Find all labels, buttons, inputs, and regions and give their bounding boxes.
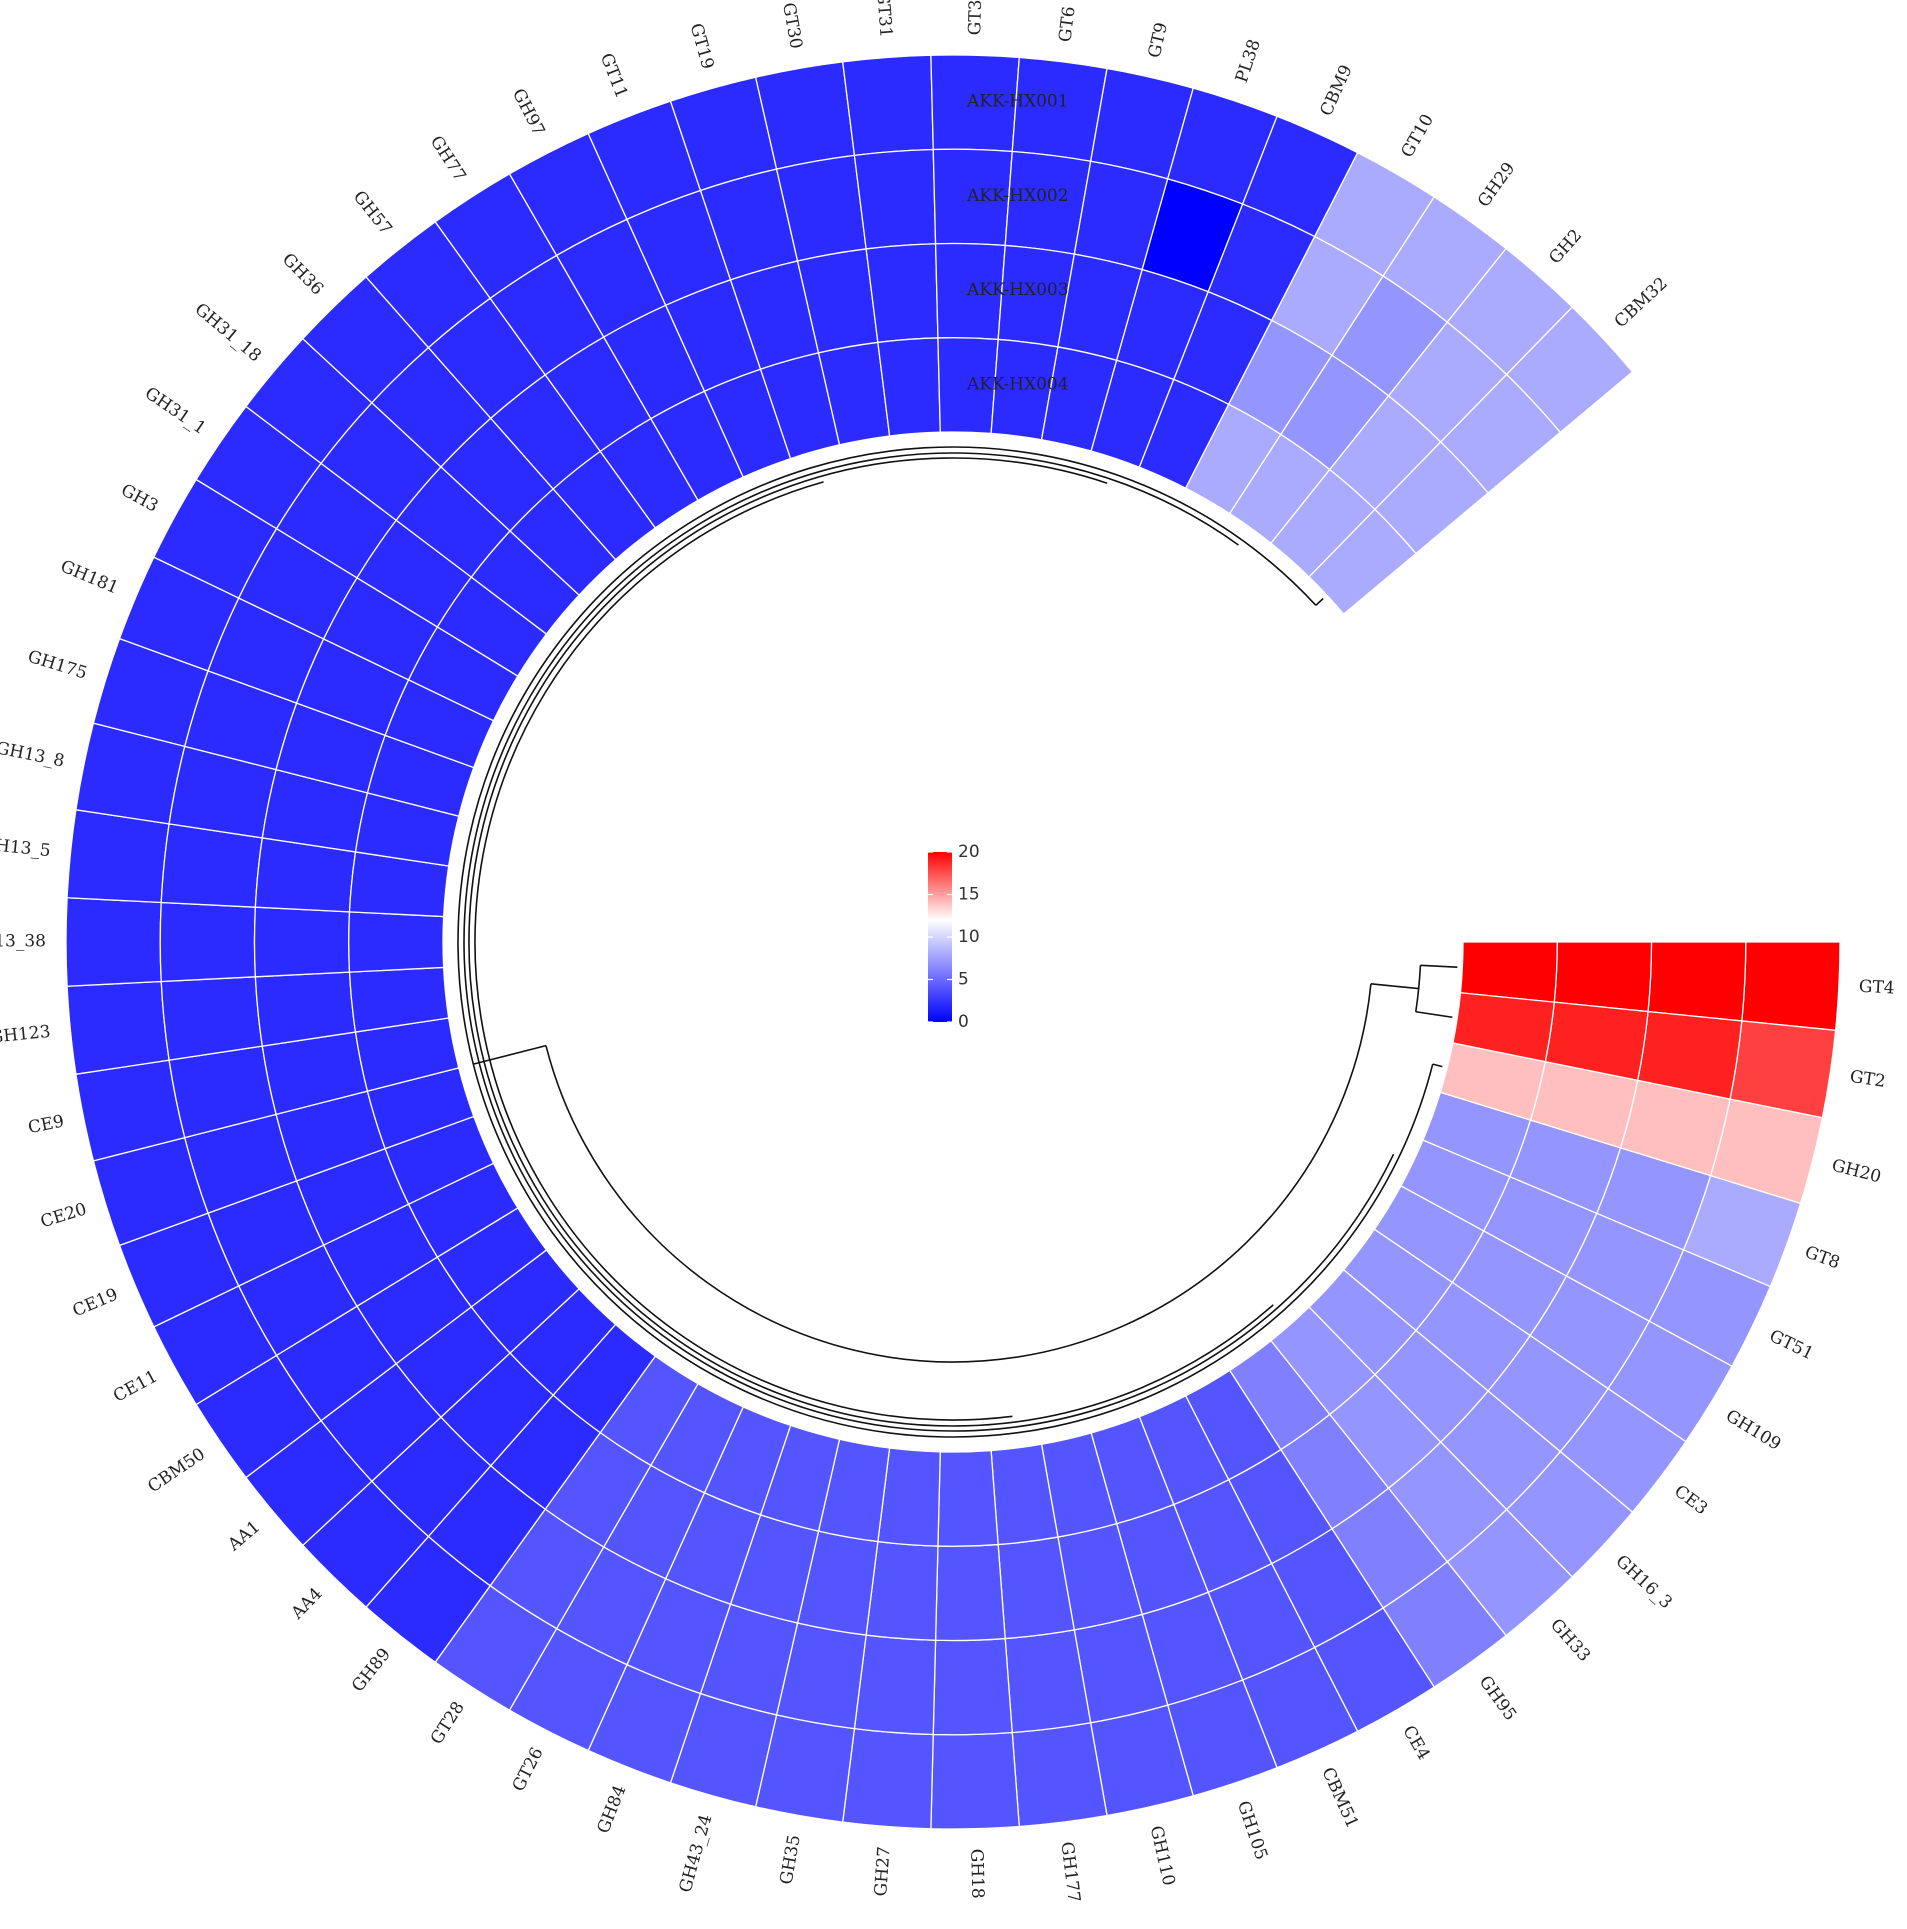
category-label-GH27: GH27 (871, 1846, 895, 1897)
category-label-CBM9: CBM9 (1316, 62, 1356, 119)
category-label-GT8: GT8 (1802, 1242, 1842, 1273)
category-label-CE4: CE4 (1398, 1722, 1433, 1763)
heatmap-cell-GH13_5-AKK-HX001 (66, 809, 170, 904)
heatmap-cell-GH13_5-AKK-HX002 (160, 823, 264, 908)
category-label-GH36: GH36 (278, 250, 327, 300)
category-label-GH177: GH177 (1056, 1841, 1083, 1904)
category-label-GT30: GT30 (778, 1, 806, 50)
color-legend: 0 5 10 15 20 (928, 842, 980, 1032)
category-label-GT9: GT9 (1145, 21, 1172, 60)
heatmap-cell-GH18-AKK-HX004 (937, 1449, 999, 1547)
heatmap-cell-GT31-AKK-HX003 (865, 243, 939, 344)
legend-tick-label-15: 15 (958, 885, 980, 905)
heatmap-cell-GH13_38-AKK-HX001 (65, 897, 162, 987)
category-label-GT28: GT28 (427, 1698, 469, 1748)
category-label-GH77: GH77 (426, 132, 470, 185)
category-label-GH109: GH109 (1722, 1406, 1784, 1455)
category-label-GH95: GH95 (1475, 1672, 1520, 1724)
heatmap-cell-GH177-AKK-HX001 (1011, 1721, 1108, 1828)
category-label-GH105: GH105 (1233, 1798, 1271, 1862)
category-label-GH35: GH35 (776, 1833, 804, 1886)
category-label-GH16_3: GH16_3 (1611, 1551, 1675, 1613)
category-label-GH20: GH20 (1830, 1156, 1883, 1188)
heatmap-cell-GH27-AKK-HX003 (865, 1540, 939, 1641)
dendrogram (457, 446, 1458, 1438)
heatmap-cell-GH123-AKK-HX001 (66, 980, 170, 1075)
heatmap-cell-CBM32-AKK-HX004 (1308, 508, 1417, 616)
category-label-GH31_18: GH31_18 (191, 299, 265, 366)
heatmap-cell-GH13_38-AKK-HX004 (348, 911, 445, 973)
heatmap-cell-GH13_38-AKK-HX003 (253, 906, 351, 978)
category-label-GH13_8: GH13_8 (0, 738, 66, 771)
heatmap-cell-GH18-AKK-HX003 (934, 1543, 1006, 1642)
category-label-GH84: GH84 (594, 1782, 631, 1836)
category-label-GT11: GT11 (596, 51, 632, 102)
heatmap-cell-GT4-AKK-HX004 (1459, 941, 1558, 1003)
category-label-CE9: CE9 (26, 1111, 65, 1138)
category-label-GT26: GT26 (509, 1744, 548, 1795)
category-label-GH31_1: GH31_1 (141, 383, 210, 439)
heatmap-cell-GH18-AKK-HX001 (930, 1731, 1020, 1830)
heatmap-cell-GH13_38-AKK-HX002 (159, 901, 257, 983)
category-label-CE11: CE11 (110, 1367, 161, 1407)
category-label-GH13_38: GH13_38 (0, 932, 46, 952)
heatmap-cell-GT4-AKK-HX002 (1647, 941, 1747, 1022)
category-label-GH89: GH89 (348, 1645, 395, 1697)
sample-label-AKK-HX004: AKK-HX004 (966, 374, 1069, 394)
category-label-GH43_24: GH43_24 (676, 1812, 717, 1895)
category-label-GH123: GH123 (0, 1022, 51, 1048)
sample-label-AKK-HX002: AKK-HX002 (966, 186, 1069, 206)
legend-tick-label-10: 10 (958, 927, 980, 947)
category-label-CE20: CE20 (38, 1199, 89, 1232)
heatmap-cell-GT4-AKK-HX003 (1553, 941, 1653, 1013)
category-label-CE19: CE19 (70, 1285, 121, 1322)
category-label-GT19: GT19 (686, 21, 718, 71)
category-label-GH175: GH175 (25, 647, 89, 684)
category-label-GH110: GH110 (1146, 1824, 1179, 1888)
heatmap-cell-GH18-AKK-HX002 (932, 1637, 1013, 1736)
category-label-GH13_5: GH13_5 (0, 834, 52, 861)
category-label-GH33: GH33 (1546, 1615, 1594, 1666)
sample-labels: AKK-HX001 AKK-HX002 AKK-HX003 AKK-HX004 (966, 92, 1069, 395)
heatmap-cell-GT31-AKK-HX002 (853, 148, 937, 250)
category-label-GT51: GT51 (1766, 1326, 1817, 1364)
legend-tick-label-0: 0 (958, 1012, 969, 1032)
category-label-GH97: GH97 (508, 86, 549, 140)
dendrogram-branches (457, 446, 1458, 1438)
category-label-GT4: GT4 (1858, 977, 1895, 999)
category-label-GH29: GH29 (1474, 159, 1519, 211)
category-label-PL38: PL38 (1232, 37, 1265, 85)
heatmap-cells (65, 54, 1841, 1830)
heatmap-cell-GT31-AKK-HX004 (877, 337, 941, 437)
category-label-GH3: GH3 (117, 480, 161, 516)
sample-label-AKK-HX001: AKK-HX001 (966, 92, 1069, 112)
legend-tick-label-5: 5 (958, 970, 969, 990)
category-label-CBM50: CBM50 (144, 1444, 209, 1497)
category-label-GH181: GH181 (57, 556, 121, 598)
heatmap-cell-GT31-AKK-HX001 (841, 54, 934, 157)
category-label-GH57: GH57 (349, 187, 396, 239)
category-label-GT31: GT31 (872, 0, 895, 38)
category-label-GT10: GT10 (1397, 111, 1438, 161)
heatmap-cell-GT4-AKK-HX001 (1741, 941, 1841, 1032)
category-label-AA1: AA1 (224, 1517, 265, 1556)
category-label-GT35: GT35 (965, 0, 986, 36)
category-label-CBM32: CBM32 (1611, 273, 1672, 332)
heatmap-cell-GH123-AKK-HX002 (160, 976, 264, 1061)
category-label-GH2: GH2 (1545, 226, 1586, 269)
category-label-CBM51: CBM51 (1317, 1764, 1362, 1831)
heatmap-cell-GH27-AKK-HX001 (841, 1727, 934, 1830)
legend-tick-label-20: 20 (958, 842, 980, 862)
sample-label-AKK-HX003: AKK-HX003 (966, 280, 1069, 300)
category-label-AA4: AA4 (287, 1584, 327, 1624)
heatmap-cell-GH27-AKK-HX002 (853, 1634, 937, 1736)
category-label-GH18: GH18 (966, 1848, 987, 1899)
category-label-CE3: CE3 (1670, 1481, 1711, 1519)
category-label-GT6: GT6 (1055, 5, 1079, 43)
category-label-GT2: GT2 (1848, 1067, 1886, 1092)
